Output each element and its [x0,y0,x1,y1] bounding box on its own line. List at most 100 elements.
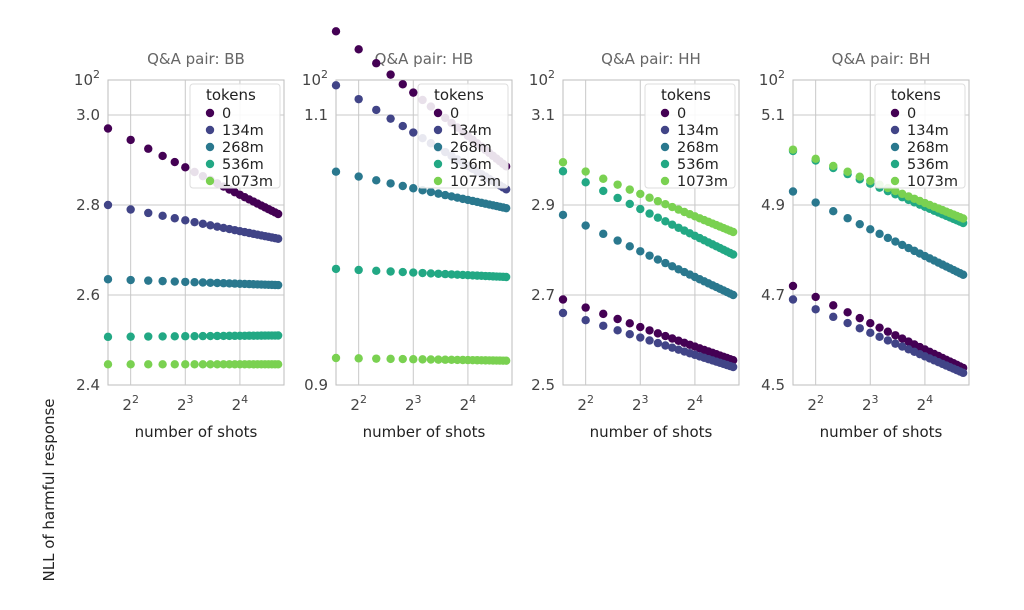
data-point-0 [668,334,677,343]
data-point-134m [883,336,893,345]
data-point-536m [418,268,427,278]
data-point-1073m [418,355,427,364]
legend-label: 1073m [450,174,501,190]
y-axis-label: NLL of harmful response [40,398,58,582]
data-point-536m [581,178,590,187]
data-point-0 [581,303,590,312]
data-point-1073m [728,227,738,237]
data-point-0 [273,209,283,219]
data-point-0 [843,308,852,317]
data-point-268m [599,229,608,239]
data-point-134m [206,221,215,230]
data-point-268m [883,233,893,243]
data-point-268m [386,179,395,188]
data-point-1073m [866,176,875,186]
legend-marker [890,142,900,152]
chart-title: Q&A pair: BB [147,50,245,68]
x-tick-label: 23 [405,393,422,414]
data-point-1073m [843,167,852,176]
legend-marker [205,159,215,169]
data-point-1073m [170,360,179,369]
data-point-536m [613,193,622,203]
legend-label: 536m [222,157,264,173]
data-point-1073m [447,355,456,365]
data-point-134m [170,214,179,223]
data-point-536m [409,268,418,277]
legend-marker [433,176,443,186]
legend-marker [205,125,215,135]
data-point-1073m [206,360,215,369]
data-point-1073m [158,360,167,369]
data-point-134m [668,343,677,352]
x-tick-label: 23 [177,393,194,414]
data-point-134m [636,333,645,342]
y-tick-label: 2.8 [76,196,100,214]
data-point-0 [636,322,645,332]
y-tick-label: 4.5 [761,376,785,394]
data-point-0 [354,45,363,54]
data-point-536m [636,204,645,214]
legend-marker [433,159,443,169]
data-point-0 [866,318,875,328]
data-point-536m [103,332,113,342]
legend-marker [205,142,215,152]
data-point-536m [599,186,608,196]
data-point-1073m [372,354,381,363]
data-point-134m [653,338,663,348]
data-point-536m [170,332,179,341]
chart-panel-1: 2.4 2.6 2.8 3.0 102 22 23 24 Q&A pair: BB number … [74,50,285,441]
data-point-268m [829,206,838,216]
data-point-1073m [198,360,208,369]
y-tick-label: 2.4 [76,376,100,394]
data-point-0 [158,151,167,161]
y-tick-label: 2.5 [531,376,555,394]
chart-title: Q&A pair: BH [832,50,931,68]
legend-label: 536m [450,157,492,173]
legend-label: 134m [907,123,949,139]
data-point-268m [181,277,190,287]
data-point-268m [501,203,511,213]
data-point-134m [898,342,907,351]
data-point-268m [855,219,864,229]
data-point-134m [843,318,852,328]
data-point-1073m [668,202,677,212]
data-point-0 [181,163,190,172]
legend-marker [890,108,900,118]
x-axis-label: number of shots [820,423,943,441]
legend-label: 1073m [677,174,728,190]
figure: 2.4 2.6 2.8 3.0 102 22 23 24 Q&A pair: BB number … [74,27,970,441]
data-point-134m [213,222,222,231]
data-point-1073m [661,200,670,209]
data-point-1073m [219,360,228,369]
data-point-268m [198,278,208,287]
legend-label: 134m [450,123,492,139]
data-point-268m [625,242,634,251]
data-point-1073m [181,360,190,369]
data-point-536m [144,332,153,341]
data-point-0 [661,331,670,341]
data-point-0 [386,70,395,79]
data-point-1073m [103,360,113,369]
chart-title: Q&A pair: HB [375,50,474,68]
data-point-268m [372,176,381,185]
data-point-1073m [213,360,222,369]
y-tick-label: 3.0 [76,106,100,124]
data-point-1073m [434,355,443,364]
legend-marker [433,125,443,135]
data-point-268m [866,225,875,234]
data-point-1073m [331,353,341,363]
legend-marker [890,125,900,135]
data-point-134m [273,234,283,243]
data-point-1073m [558,158,568,167]
data-point-1073m [398,354,407,364]
data-point-268m [273,280,283,290]
data-point-268m [898,240,907,250]
data-point-134m [181,216,190,225]
data-point-0 [653,329,663,338]
data-point-134m [386,114,395,123]
data-point-1073m [788,145,798,154]
data-point-0 [875,323,884,332]
data-point-268m [636,247,645,256]
data-point-268m [190,278,199,287]
y-tick-label: 4.9 [761,196,785,214]
